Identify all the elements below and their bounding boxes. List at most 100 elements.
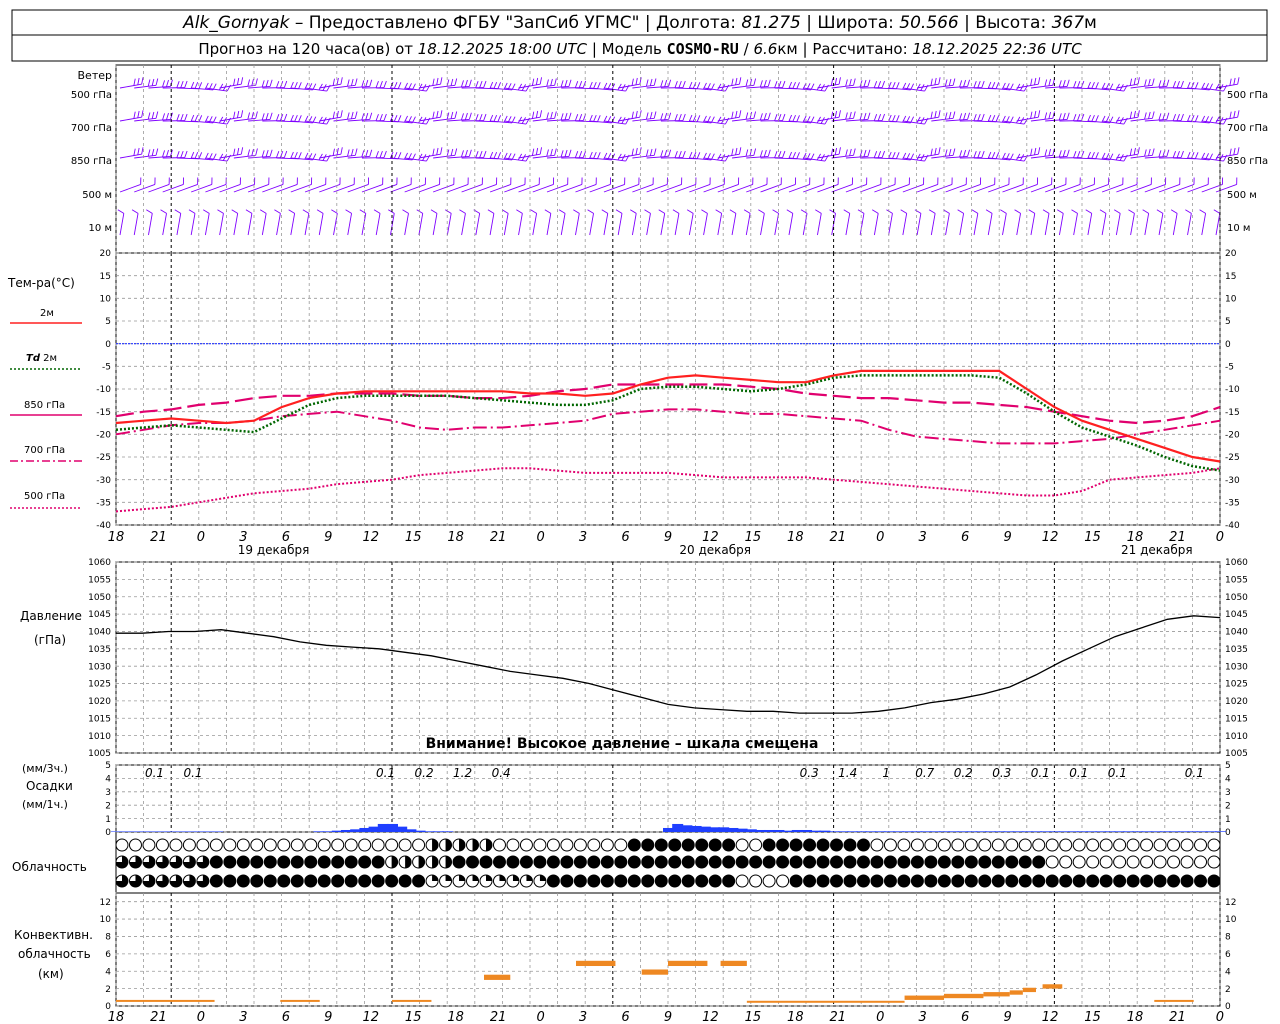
wind-barb-flag (668, 79, 672, 87)
cloud-circle (1153, 855, 1167, 869)
wind-barb-flag (834, 110, 838, 118)
wind-barb-flag (753, 148, 757, 156)
wind-barb-flag (1229, 111, 1232, 119)
cloud-circle (317, 838, 331, 852)
wind-barb-flag (635, 77, 638, 85)
wind-barb-flag (354, 78, 358, 86)
cloud-fill (499, 875, 506, 881)
cloud-circle (1005, 874, 1019, 888)
precip-bar (1196, 831, 1208, 832)
cloud-circle (951, 838, 965, 852)
cloud-circle (627, 855, 641, 869)
wind-barb-flag (444, 209, 452, 214)
wind-barb-flag (1194, 82, 1199, 89)
cloud-circle (614, 838, 628, 852)
wind-barb-flag (1166, 112, 1170, 120)
wind-barb-flag (393, 115, 398, 122)
wind-barb-flag (895, 152, 900, 159)
wind-barb-flag (275, 114, 280, 121)
wind-barb-flag (198, 152, 203, 159)
cloud-fill (486, 875, 492, 881)
wind-barb-flag (944, 79, 948, 87)
wind-barb-flag (635, 147, 638, 155)
pressure-tick-right: 1005 (1225, 749, 1248, 759)
hour-tick-label: 21 (1169, 530, 1186, 545)
precip-bar (203, 831, 214, 832)
conv-bar (484, 974, 511, 980)
wind-barb-flag (1137, 110, 1140, 118)
precip-tick-right: 2 (1225, 801, 1231, 811)
wind-barb-flag (535, 77, 539, 85)
wind-barb-flag (895, 115, 900, 122)
wind-barb-flag (218, 153, 224, 161)
day-label: 21 декабря (1121, 543, 1193, 557)
wind-barb-flag (963, 149, 967, 157)
cloud-circle (277, 838, 291, 852)
wind-barb (148, 213, 153, 236)
wind-barb-flag (774, 81, 778, 88)
wind-barb-flag (849, 111, 852, 119)
wind-barb (404, 213, 409, 236)
wind-barb-flag (1066, 112, 1070, 120)
precip-bar (111, 831, 122, 832)
hour-tick-label: 18 (447, 530, 464, 545)
cloud-circle (910, 855, 924, 869)
wind-barb (318, 213, 324, 236)
wind-barb (959, 184, 981, 193)
pressure-title: Давление (20, 609, 82, 623)
wind-barb-flag (849, 78, 852, 86)
precip-bar (902, 831, 914, 832)
cloud-circle (897, 874, 911, 888)
wind-barb-flag (1037, 77, 1041, 85)
cloud-circle (385, 874, 399, 888)
wind-barb (973, 213, 979, 236)
wind-barb-flag (877, 80, 882, 88)
cloud-circle (1099, 855, 1113, 869)
wind-barb-flag (354, 148, 358, 156)
precip-bar (994, 831, 1006, 832)
wind-barb-flag (916, 83, 921, 91)
wind-barb (119, 213, 125, 236)
conv-bar (116, 999, 215, 1002)
wind-barb-flag (454, 78, 458, 86)
wind-barb-flag (265, 149, 269, 157)
wind-barb (1058, 213, 1064, 236)
wind-barb-flag (247, 112, 251, 120)
wind-barb-flag (279, 113, 284, 121)
wind-barb-flag (393, 82, 398, 89)
cloud-circle (573, 838, 587, 852)
precip-bar (1095, 831, 1107, 832)
wind-barb-flag (137, 77, 140, 85)
wind-barb-flag (1115, 83, 1120, 91)
cloud-circle (317, 855, 331, 869)
cloud-circle (614, 855, 628, 869)
temp-line-0 (115, 369, 1221, 463)
cloud-circle (223, 838, 237, 852)
wind-barb-flag (834, 77, 838, 85)
wind-barb (375, 213, 381, 236)
wind-barb (575, 184, 597, 193)
precip-label: 0.1 (376, 766, 395, 780)
wind-barb (162, 184, 184, 193)
wind-barb-flag (1233, 110, 1236, 118)
wind-barb-flag (141, 110, 144, 118)
cloud-circle (1086, 874, 1100, 888)
wind-barb-flag (1115, 116, 1120, 124)
wind-barb-flag (881, 113, 885, 121)
cloud-circle (1086, 855, 1100, 869)
conv-tick-left: 6 (105, 950, 111, 960)
cloud-circle (236, 855, 250, 869)
wind-barb (618, 184, 640, 193)
cloud-circle (290, 874, 304, 888)
wind-barb-flag (176, 114, 180, 121)
wind-barb-flag (554, 78, 557, 86)
wind-barb-flag (336, 77, 339, 85)
hour-tick-label: 3 (919, 1010, 927, 1024)
wind-barb-flag (247, 79, 251, 87)
wind-barb-flag (853, 111, 856, 119)
wind-barb-flag (554, 111, 557, 119)
provider-text: – Предоставлено ФГБУ "ЗапСиб УГМС" (295, 13, 640, 33)
wind-barb-flag (1030, 111, 1033, 119)
wind-barb-flag (843, 209, 850, 214)
hour-tick-label: 9 (664, 530, 672, 545)
